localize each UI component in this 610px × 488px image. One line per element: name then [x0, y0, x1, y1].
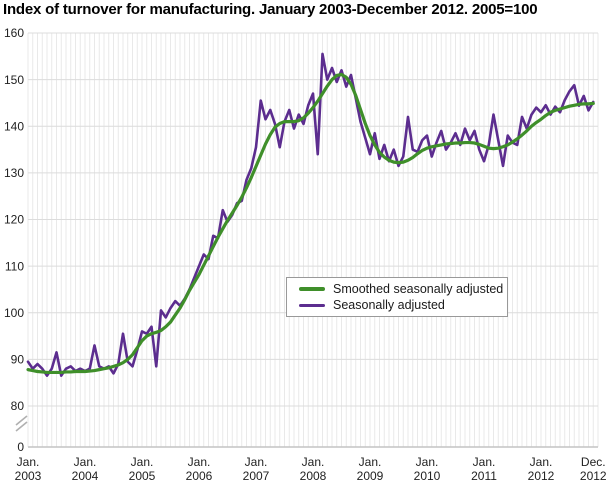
x-axis-tick-label-month: Jan.	[74, 455, 97, 469]
x-axis-tick-label-month: Jan.	[131, 455, 154, 469]
x-axis-tick-label-year: 2012	[580, 469, 607, 483]
x-axis-tick-label-month: Jan.	[416, 455, 439, 469]
x-axis-tick-label-month: Dec.	[581, 455, 606, 469]
y-axis-tick-label: 140	[4, 119, 24, 133]
x-axis-tick-label-year: 2003	[15, 469, 42, 483]
series-line-seasonal	[26, 52, 595, 377]
x-axis-tick-label-year: 2007	[243, 469, 270, 483]
axis-break-icon	[15, 421, 28, 432]
x-axis-tick-label-year: 2011	[471, 469, 497, 483]
x-axis-tick-label-month: Jan.	[188, 455, 211, 469]
legend: Smoothed seasonally adjusted Seasonally …	[286, 277, 508, 317]
x-axis-tick-label-month: Jan.	[17, 455, 40, 469]
x-axis-tick-label-year: 2005	[129, 469, 156, 483]
x-axis-tick-label-month: Jan.	[473, 455, 496, 469]
y-axis-tick-label: 150	[4, 73, 24, 87]
y-axis-tick-label: 130	[4, 166, 24, 180]
legend-label-seasonal: Seasonally adjusted	[333, 298, 445, 312]
x-axis-tick-label-month: Jan.	[359, 455, 382, 469]
legend-label-smoothed: Smoothed seasonally adjusted	[333, 281, 504, 296]
x-axis-tick-label-year: 2006	[186, 469, 213, 483]
y-axis-tick-label: 160	[4, 26, 24, 40]
x-axis-tick-label-year: 2004	[72, 469, 99, 483]
x-axis-tick-label-month: Jan.	[245, 455, 268, 469]
y-axis-tick-label: 100	[4, 306, 24, 320]
legend-swatch-seasonal-line	[299, 303, 325, 307]
x-axis-tick-label-year: 2012	[528, 469, 555, 483]
axis-break-icon	[15, 415, 28, 426]
y-axis-tick-label: 80	[11, 399, 25, 413]
y-axis-tick-label: 90	[11, 353, 25, 367]
legend-item-seasonal: Seasonally adjusted	[299, 299, 507, 312]
chart-title: Index of turnover for manufacturing. Jan…	[3, 1, 538, 18]
legend-item-smoothed: Smoothed seasonally adjusted	[299, 281, 507, 296]
y-axis-tick-label: 120	[4, 213, 24, 227]
y-axis-baseline-label: 0	[17, 440, 24, 454]
x-axis-tick-label-year: 2008	[300, 469, 327, 483]
series-line-smoothed	[26, 72, 595, 375]
x-axis-tick-label-year: 2010	[414, 469, 441, 483]
y-axis-tick-label: 110	[5, 259, 24, 273]
x-axis-tick-label-year: 2009	[357, 469, 384, 483]
x-axis-tick-label-month: Jan.	[530, 455, 553, 469]
x-axis-tick-label-month: Jan.	[302, 455, 325, 469]
legend-swatch-smoothed-line	[299, 287, 325, 291]
